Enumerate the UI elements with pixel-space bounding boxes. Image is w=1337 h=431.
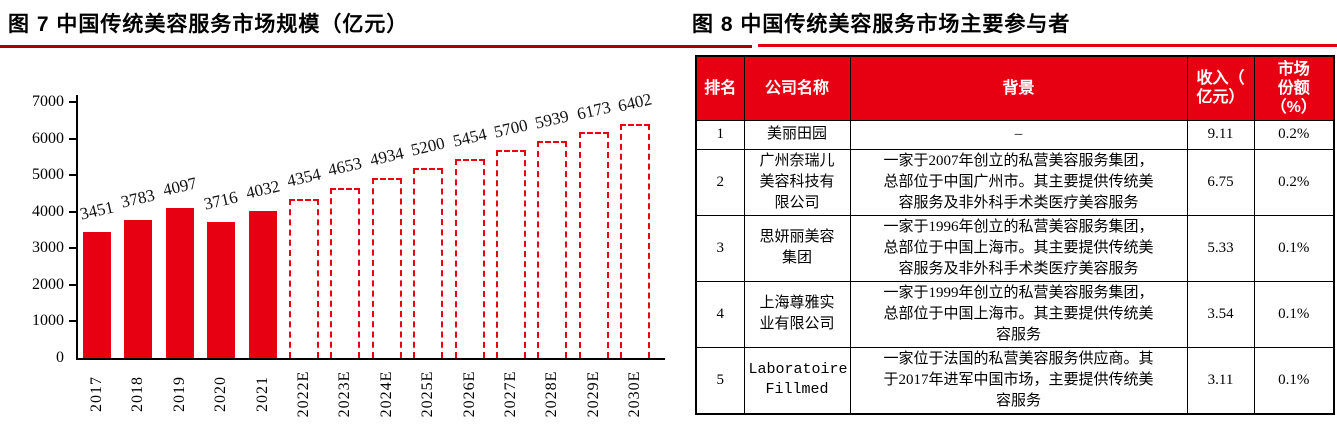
revenue-cell: 5.33 <box>1186 214 1255 282</box>
header-cell-share: 市场 份额 （%） <box>1253 55 1335 121</box>
x-axis-line <box>76 358 665 360</box>
y-axis-label: 7000 <box>32 93 64 110</box>
x-axis-label: 2028E <box>543 370 560 418</box>
rank-cell: 1 <box>695 119 745 150</box>
background-cell: 一家位于法国的私营美容服务供应商。其 于2017年进军中国市场，主要提供传统美 … <box>849 346 1188 415</box>
table-row: 3 思妍丽美容 集团 一家于1996年创立的私营美容服务集团， 总部位于中国上海市。… <box>695 214 1335 282</box>
y-axis-line <box>76 95 78 360</box>
share-cell: 0.1% <box>1253 280 1335 348</box>
share-cell: 0.2% <box>1253 119 1335 150</box>
y-axis-label: 4000 <box>32 203 64 220</box>
chart-bar-actual <box>124 220 152 358</box>
chart-bar-actual <box>166 208 194 358</box>
y-axis-tick <box>69 320 76 322</box>
share-cell: 0.1% <box>1253 346 1335 415</box>
x-axis-label: 2029E <box>585 370 602 418</box>
chart-bar-estimate <box>496 150 526 358</box>
company-cell: 思妍丽美容 集团 <box>743 214 851 282</box>
rank-cell: 3 <box>695 214 745 282</box>
fig8-title-underline <box>758 44 1337 47</box>
x-axis-label: 2025E <box>419 370 436 418</box>
chart-bar-estimate <box>620 124 650 358</box>
y-axis-tick <box>69 174 76 176</box>
participants-table: 排名 公司名称 背景 收入（ 亿元） 市场 份额 （%） 1 美丽田园 –9.11 0.2% 2 广… <box>695 55 1335 415</box>
table-row: 1 美丽田园 –9.11 0.2% <box>695 119 1335 150</box>
x-axis-label: 2022E <box>295 370 312 418</box>
revenue-cell: 3.54 <box>1186 280 1255 348</box>
chart-bar-estimate <box>579 132 609 358</box>
company-cell: 广州奈瑞儿 美容科技有 限公司 <box>743 148 851 216</box>
y-axis-tick <box>69 247 76 249</box>
chart-bar-estimate <box>372 178 402 358</box>
market-size-bar-chart: 0 1000 2000 3000 4000 5000 6000 7000 3451 2017 378… <box>32 89 665 418</box>
x-axis-label: 2020 <box>212 376 229 412</box>
revenue-cell: 6.75 <box>1186 148 1255 216</box>
revenue-cell: 3.11 <box>1186 346 1255 415</box>
x-axis-label: 2018 <box>129 376 146 412</box>
header-cell-revenue: 收入（ 亿元） <box>1186 55 1255 121</box>
x-axis-label: 2027E <box>502 370 519 418</box>
header-cell-company: 公司名称 <box>743 55 851 121</box>
rank-cell: 5 <box>695 346 745 415</box>
fig7-title-underline <box>0 45 752 48</box>
y-axis-label: 3000 <box>32 239 64 256</box>
chart-bar-estimate <box>413 168 443 358</box>
x-axis-label: 2021 <box>254 376 271 412</box>
background-cell: 一家于1999年创立的私营美容服务集团， 总部位于中国上海市。其主要提供传统美 … <box>849 280 1188 348</box>
share-cell: 0.1% <box>1253 214 1335 282</box>
x-axis-label: 2024E <box>378 370 395 418</box>
header-cell-rank: 排名 <box>695 55 745 121</box>
y-axis-label: 2000 <box>32 276 64 293</box>
y-axis-label: 5000 <box>32 166 64 183</box>
share-cell: 0.2% <box>1253 148 1335 216</box>
fig8-title: 图 8 中国传统美容服务市场主要参与者 <box>692 13 1071 36</box>
background-cell: 一家于1996年创立的私营美容服务集团， 总部位于中国上海市。其主要提供传统美 … <box>849 214 1188 282</box>
y-axis-tick <box>69 138 76 140</box>
rank-cell: 4 <box>695 280 745 348</box>
background-cell: – <box>849 119 1188 150</box>
table-row: 2 广州奈瑞儿 美容科技有 限公司 一家于2007年创立的私营美容服务集团， 总部位… <box>695 148 1335 216</box>
header-cell-background: 背景 <box>849 55 1188 121</box>
table-header-row: 排名 公司名称 背景 收入（ 亿元） 市场 份额 （%） <box>695 55 1335 121</box>
chart-bar-value-label: 6402 <box>616 89 654 116</box>
chart-bar-actual <box>249 211 277 358</box>
y-axis-tick <box>69 211 76 213</box>
x-axis-label: 2030E <box>626 370 643 418</box>
x-axis-label: 2023E <box>336 370 353 418</box>
chart-bar-estimate <box>537 141 567 358</box>
y-axis-label: 6000 <box>32 130 64 147</box>
chart-bar-actual <box>83 232 111 358</box>
background-cell: 一家于2007年创立的私营美容服务集团， 总部位于中国广州市。其主要提供传统美 … <box>849 148 1188 216</box>
chart-bar-actual <box>207 222 235 358</box>
fig7-title: 图 7 中国传统美容服务市场规模（亿元） <box>8 13 409 36</box>
company-cell: 美丽田园 <box>743 119 851 150</box>
rank-cell: 2 <box>695 148 745 216</box>
chart-bar-estimate <box>289 199 319 358</box>
table-row: 5 Laboratoire Fillmed 一家位于法国的私营美容服务供应商。其 于… <box>695 346 1335 415</box>
y-axis-label: 0 <box>56 349 64 366</box>
x-axis-label: 2017 <box>88 376 105 412</box>
chart-bar-estimate <box>330 188 360 358</box>
company-cell: 上海尊雅实 业有限公司 <box>743 280 851 348</box>
y-axis-tick <box>69 101 76 103</box>
revenue-cell: 9.11 <box>1186 119 1255 150</box>
x-axis-label: 2026E <box>461 370 478 418</box>
table-row: 4 上海尊雅实 业有限公司 一家于1999年创立的私营美容服务集团， 总部位于中国上… <box>695 280 1335 348</box>
company-cell: Laboratoire Fillmed <box>743 346 851 415</box>
x-axis-label: 2019 <box>171 376 188 412</box>
y-axis-tick <box>69 284 76 286</box>
chart-bar-estimate <box>455 159 485 358</box>
y-axis-label: 1000 <box>32 312 64 329</box>
